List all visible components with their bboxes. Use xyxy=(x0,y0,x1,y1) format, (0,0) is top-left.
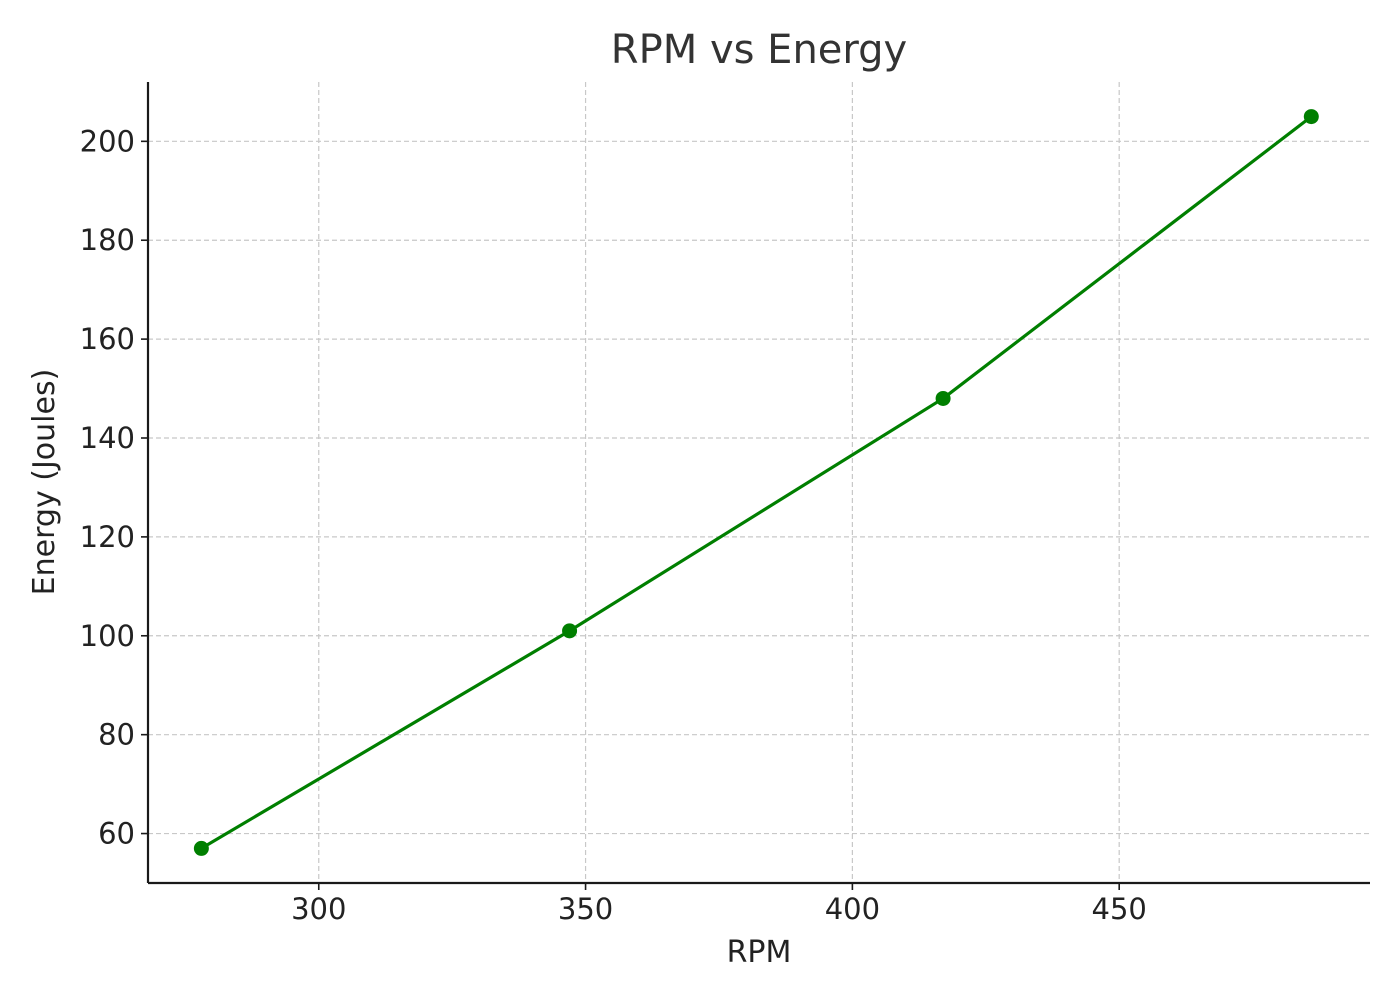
x-tick-label: 400 xyxy=(825,892,880,926)
axes xyxy=(146,82,1370,885)
y-tick-label: 80 xyxy=(98,718,135,752)
y-axis-label: Energy (Joules) xyxy=(27,369,62,596)
y-tick-label: 120 xyxy=(80,520,135,554)
x-tick-label: 300 xyxy=(291,892,346,926)
series xyxy=(193,109,1319,856)
x-tick-label: 350 xyxy=(558,892,613,926)
x-tick-label: 450 xyxy=(1092,892,1147,926)
chart-title: RPM vs Energy xyxy=(611,27,907,73)
y-tick-label: 160 xyxy=(80,322,135,356)
data-point xyxy=(562,623,578,639)
y-tick-label: 180 xyxy=(80,223,135,257)
ticks: 300 350 400 450 60 80 100 120 140 160 180 200 xyxy=(80,124,1147,926)
y-tick-label: 100 xyxy=(80,619,135,653)
series-line xyxy=(199,115,1313,850)
data-point xyxy=(935,390,951,406)
y-tick-label: 200 xyxy=(80,124,135,158)
data-point xyxy=(193,840,209,856)
y-tick-label: 60 xyxy=(98,817,135,851)
y-tick-label: 140 xyxy=(80,421,135,455)
data-point xyxy=(1303,109,1319,125)
grid xyxy=(148,82,1370,883)
x-axis-label: RPM xyxy=(727,935,792,970)
